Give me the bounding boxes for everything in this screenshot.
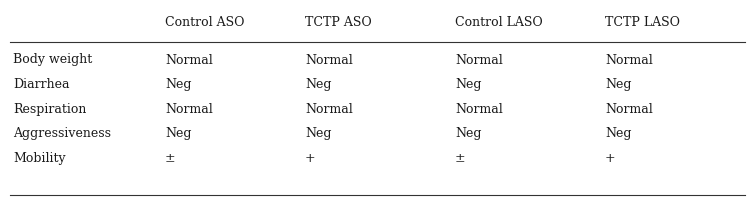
Text: +: +: [605, 152, 616, 165]
Text: Normal: Normal: [605, 103, 652, 116]
Text: Control LASO: Control LASO: [455, 16, 543, 28]
Text: Normal: Normal: [305, 103, 352, 116]
Text: Normal: Normal: [605, 53, 652, 66]
Text: Normal: Normal: [455, 103, 503, 116]
Text: Respiration: Respiration: [13, 103, 86, 116]
Text: ±: ±: [165, 152, 176, 165]
Text: TCTP LASO: TCTP LASO: [605, 16, 680, 28]
Text: Body weight: Body weight: [13, 53, 92, 66]
Text: Neg: Neg: [605, 127, 631, 140]
Text: Neg: Neg: [605, 78, 631, 91]
Text: Neg: Neg: [455, 127, 482, 140]
Text: Control ASO: Control ASO: [165, 16, 244, 28]
Text: Neg: Neg: [305, 127, 332, 140]
Text: Neg: Neg: [165, 78, 191, 91]
Text: Aggressiveness: Aggressiveness: [13, 127, 111, 140]
Text: Normal: Normal: [455, 53, 503, 66]
Text: Neg: Neg: [455, 78, 482, 91]
Text: Normal: Normal: [165, 53, 213, 66]
Text: Mobility: Mobility: [13, 152, 66, 165]
Text: +: +: [305, 152, 316, 165]
Text: Neg: Neg: [165, 127, 191, 140]
Text: Normal: Normal: [305, 53, 352, 66]
Text: Normal: Normal: [165, 103, 213, 116]
Text: Diarrhea: Diarrhea: [13, 78, 70, 91]
Text: TCTP ASO: TCTP ASO: [305, 16, 372, 28]
Text: ±: ±: [455, 152, 466, 165]
Text: Neg: Neg: [305, 78, 332, 91]
